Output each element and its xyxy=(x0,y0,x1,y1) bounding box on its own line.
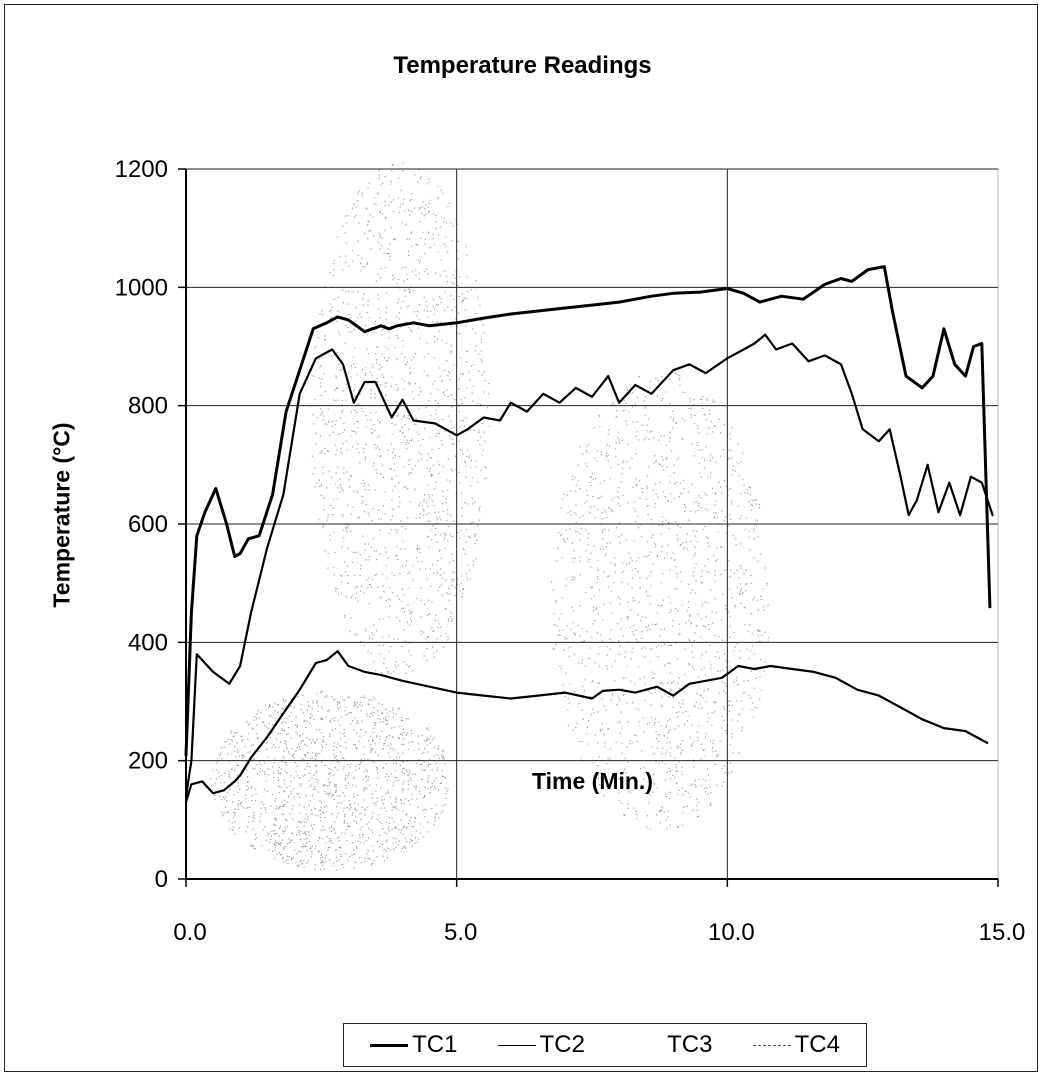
series-line-tc1 xyxy=(184,265,992,757)
plot-texture xyxy=(210,162,769,871)
legend-label-tc1: TC1 xyxy=(412,1031,458,1058)
series-line-tc3 xyxy=(184,650,989,804)
legend-item-tc1: TC1 xyxy=(370,1031,457,1059)
y-tick-label: 800 xyxy=(128,393,168,420)
x-tick-label: 5.0 xyxy=(444,919,477,946)
chart-legend: TC1 TC2 TC3 TC4 xyxy=(343,1023,867,1067)
y-tick-label: 200 xyxy=(128,748,168,775)
legend-label-tc2: TC2 xyxy=(539,1031,585,1058)
y-tick-label: 1200 xyxy=(115,156,168,183)
legend-label-tc4: TC4 xyxy=(794,1031,840,1058)
series-line-tc2 xyxy=(184,333,994,798)
legend-item-tc2: TC2 xyxy=(497,1031,585,1059)
y-tick-label: 1000 xyxy=(115,274,168,301)
chart-title: Temperature Readings xyxy=(393,52,652,79)
x-tick-label: 15.0 xyxy=(979,919,1026,946)
legend-item-tc4: TC4 xyxy=(752,1031,840,1059)
y-tick-label: 600 xyxy=(128,511,168,538)
y-axis-label: Temperature (°C) xyxy=(48,422,75,608)
x-tick-label: 0.0 xyxy=(173,919,206,946)
legend-swatch-tc4 xyxy=(752,1044,791,1046)
legend-swatch-tc3 xyxy=(625,1044,664,1046)
y-tick-label: 0 xyxy=(155,866,168,893)
legend-label-tc3: TC3 xyxy=(667,1031,713,1058)
legend-item-tc3: TC3 xyxy=(625,1031,712,1059)
legend-swatch-tc2 xyxy=(497,1044,536,1046)
x-axis-label: Time (Min.) xyxy=(532,768,653,794)
y-tick-label: 400 xyxy=(128,629,168,656)
chart-frame xyxy=(4,4,1038,1072)
legend-swatch-tc1 xyxy=(370,1043,409,1047)
x-tick-label: 10.0 xyxy=(708,919,755,946)
